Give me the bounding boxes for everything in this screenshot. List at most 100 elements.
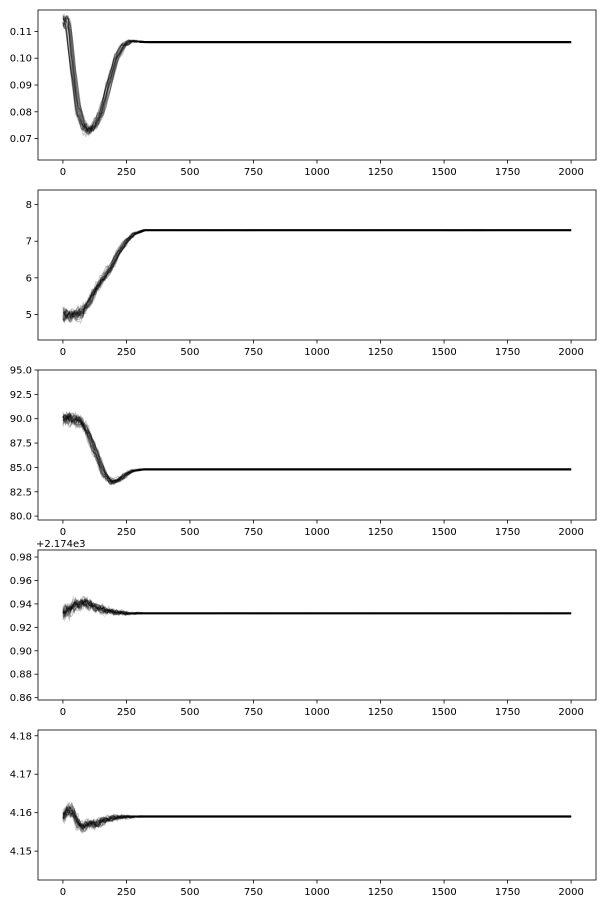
- y-tick-label: 82.5: [10, 487, 32, 498]
- walker-trace: [62, 413, 572, 484]
- x-tick-label: 2000: [558, 347, 583, 358]
- walker-trace: [62, 16, 572, 133]
- x-tick-label: 0: [60, 707, 66, 718]
- x-tick-label: 750: [244, 527, 263, 538]
- y-tick-label: 4.16: [10, 808, 32, 819]
- x-tick-label: 2000: [558, 527, 583, 538]
- walker-trace: [62, 410, 572, 486]
- x-tick-label: 250: [117, 887, 136, 898]
- walker-trace: [62, 229, 572, 324]
- walker-trace: [62, 413, 572, 486]
- walker-trace: [62, 599, 572, 622]
- y-tick-label: 0.08: [10, 107, 32, 118]
- y-tick-label: 0.94: [10, 599, 32, 610]
- walker-trace: [62, 18, 572, 135]
- walker-trace: [62, 810, 572, 829]
- walker-trace: [62, 22, 572, 134]
- x-tick-label: 250: [117, 167, 136, 178]
- y-tick-label: 6: [26, 273, 32, 284]
- x-tick-label: 750: [244, 347, 263, 358]
- y-tick-label: 0.09: [10, 81, 32, 92]
- x-tick-label: 1250: [368, 707, 393, 718]
- y-offset-label: +2.174e3: [36, 539, 86, 550]
- trace-panel-1: 0 250 500 750 1000 1250 1500 1750 2000 0.07 0.08 0.…: [10, 9, 597, 178]
- walker-trace: [62, 21, 572, 136]
- walker-trace: [62, 15, 572, 132]
- x-tick-label: 1250: [368, 167, 393, 178]
- walker-trace: [62, 229, 572, 318]
- walker-trace: [62, 806, 572, 831]
- y-tick-label: 95.0: [10, 366, 32, 377]
- walker-trace: [62, 15, 572, 131]
- walker-trace: [62, 229, 572, 321]
- x-tick-label: 1750: [495, 347, 520, 358]
- walker-trace: [62, 229, 572, 319]
- walker-trace: [62, 809, 572, 830]
- walker-trace: [62, 805, 572, 833]
- x-tick-label: 500: [180, 887, 199, 898]
- walker-trace: [62, 802, 572, 830]
- walker-trace: [62, 808, 572, 831]
- x-tick-label: 500: [180, 347, 199, 358]
- x-tick-label: 2000: [558, 707, 583, 718]
- walker-trace: [62, 229, 572, 320]
- walker-trace: [62, 414, 572, 484]
- walker-trace: [62, 14, 572, 137]
- y-tick-label: 7: [26, 237, 32, 248]
- walker-trace: [62, 413, 572, 485]
- walker-trace: [62, 807, 572, 832]
- x-tick-label: 500: [180, 167, 199, 178]
- x-tick-label: 250: [117, 707, 136, 718]
- walker-trace: [62, 416, 572, 486]
- walker-trace: [62, 413, 572, 483]
- axes-frame: [37, 729, 597, 881]
- walker-trace: [62, 597, 572, 616]
- walker-trace: [62, 229, 572, 323]
- y-tick-label: 80.0: [10, 512, 32, 523]
- walker-trace: [62, 414, 572, 483]
- walker-trace: [62, 801, 572, 828]
- y-tick-label: 0.88: [10, 670, 32, 681]
- walker-trace: [62, 414, 572, 486]
- y-tick-label: 8: [26, 200, 32, 211]
- x-tick-label: 1500: [431, 707, 456, 718]
- walker-trace: [62, 412, 572, 484]
- walker-trace: [62, 229, 572, 317]
- walker-trace: [62, 229, 572, 320]
- y-tick-label: 0.90: [10, 646, 32, 657]
- y-tick-label: 87.5: [10, 439, 32, 450]
- walker-trace: [62, 21, 572, 134]
- walker-trace: [62, 229, 572, 321]
- walker-trace: [62, 229, 572, 319]
- walker-traces: [62, 13, 572, 139]
- walker-trace: [62, 229, 572, 322]
- walker-trace: [62, 810, 572, 829]
- walker-trace: [62, 412, 572, 483]
- x-tick-label: 1750: [495, 887, 520, 898]
- walker-trace: [62, 809, 572, 833]
- y-tick-label: 0.92: [10, 623, 32, 634]
- walker-trace: [62, 229, 572, 320]
- walker-trace: [62, 808, 572, 833]
- walker-trace: [62, 410, 572, 485]
- x-tick-label: 0: [60, 347, 66, 358]
- x-tick-label: 500: [180, 527, 199, 538]
- axes-frame: [37, 189, 597, 341]
- y-tick-label: 0.07: [10, 134, 32, 145]
- walker-trace: [62, 806, 572, 835]
- walker-trace: [62, 414, 572, 485]
- trace-panel-5: 0 250 500 750 1000 1250 1500 1750 2000 4.15 4.16 4.…: [10, 729, 597, 898]
- y-tick-label: 0.96: [10, 576, 32, 587]
- walker-trace: [62, 14, 572, 132]
- x-tick-label: 1500: [431, 167, 456, 178]
- walker-trace: [62, 18, 572, 132]
- x-tick-label: 750: [244, 167, 263, 178]
- axes-frame: [37, 549, 597, 701]
- walker-trace: [62, 18, 572, 131]
- walker-trace: [62, 229, 572, 318]
- walker-trace: [62, 18, 572, 134]
- walker-trace: [62, 596, 572, 621]
- walker-trace: [62, 595, 572, 615]
- walker-traces: [62, 229, 572, 324]
- y-tick-label: 92.5: [10, 390, 32, 401]
